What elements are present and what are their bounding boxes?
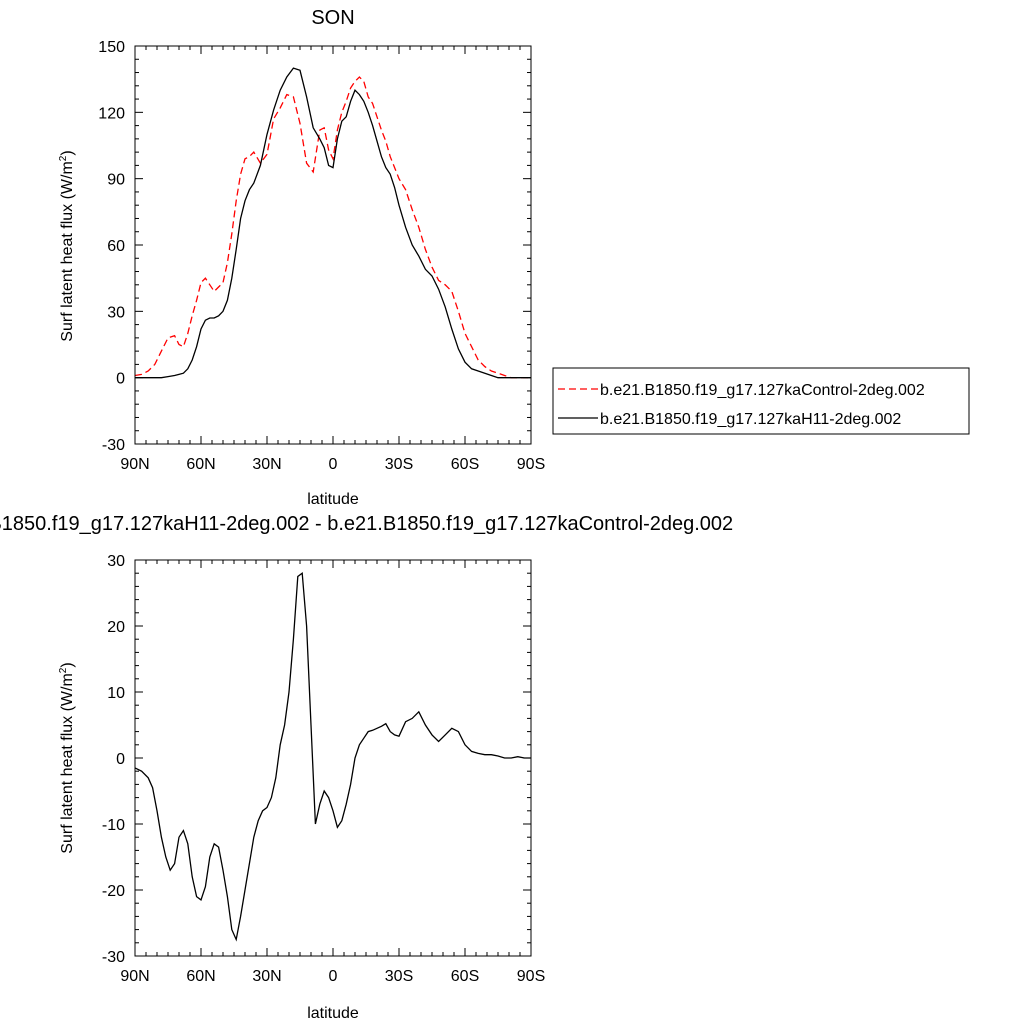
- x-tick-label: 60N: [186, 456, 215, 473]
- legend-label-control: b.e21.B1850.f19_g17.127kaControl-2deg.00…: [600, 382, 925, 399]
- x-tick-label: 90N: [120, 456, 149, 473]
- y-tick-label: 150: [98, 39, 125, 56]
- bottom-chart-xlabel: latitude: [307, 1005, 359, 1022]
- y-tick-label: 30: [107, 304, 125, 321]
- y-tick-label: -20: [102, 883, 125, 900]
- bottom-chart-frame: [134, 559, 532, 957]
- x-tick-label: 30N: [252, 456, 281, 473]
- bottom-chart: b.e21.B1850.f19_g17.127kaH11-2deg.002 - …: [0, 513, 733, 1022]
- series-line-0-0: [134, 76, 531, 379]
- x-tick-label: 60N: [186, 968, 215, 985]
- y-tick-label: -10: [102, 817, 125, 834]
- y-tick-label: 0: [116, 371, 125, 388]
- y-tick-label: -30: [102, 949, 125, 966]
- x-tick-label: 0: [329, 456, 338, 473]
- legend: b.e21.B1850.f19_g17.127kaControl-2deg.00…: [552, 367, 970, 435]
- legend-label-h11: b.e21.B1850.f19_g17.127kaH11-2deg.002: [600, 411, 901, 428]
- bottom-chart-title: b.e21.B1850.f19_g17.127kaH11-2deg.002 - …: [0, 513, 733, 535]
- series-line-1-0: [134, 571, 531, 942]
- y-tick-label: 90: [107, 172, 125, 189]
- x-tick-label: 30N: [252, 968, 281, 985]
- top-chart-ylabel: Surf latent heat flux (W/m2): [58, 150, 76, 341]
- x-tick-label: 30S: [385, 456, 413, 473]
- bottom-chart-ylabel: Surf latent heat flux (W/m2): [58, 662, 76, 853]
- x-tick-label: 90N: [120, 968, 149, 985]
- x-tick-label: 90S: [517, 456, 545, 473]
- y-tick-label: 120: [98, 105, 125, 122]
- x-tick-label: 90S: [517, 968, 545, 985]
- x-tick-label: 30S: [385, 968, 413, 985]
- top-chart-frame: [134, 45, 532, 445]
- series-line-0-1: [135, 67, 531, 379]
- x-tick-label: 0: [329, 968, 338, 985]
- legend-box: [552, 367, 970, 435]
- y-tick-label: 0: [116, 751, 125, 768]
- y-tick-label: -30: [102, 437, 125, 454]
- y-tick-label: 60: [107, 238, 125, 255]
- top-chart-title: SON: [311, 7, 354, 29]
- x-tick-label: 60S: [451, 968, 479, 985]
- y-tick-label: 10: [107, 685, 125, 702]
- x-tick-label: 60S: [451, 456, 479, 473]
- top-chart: SON 90N 60N 30N 0 30S 60S 90S-300306090120150 …: [58, 7, 545, 508]
- top-chart-xlabel: latitude: [307, 491, 359, 508]
- y-tick-label: 30: [107, 553, 125, 570]
- y-tick-label: 20: [107, 619, 125, 636]
